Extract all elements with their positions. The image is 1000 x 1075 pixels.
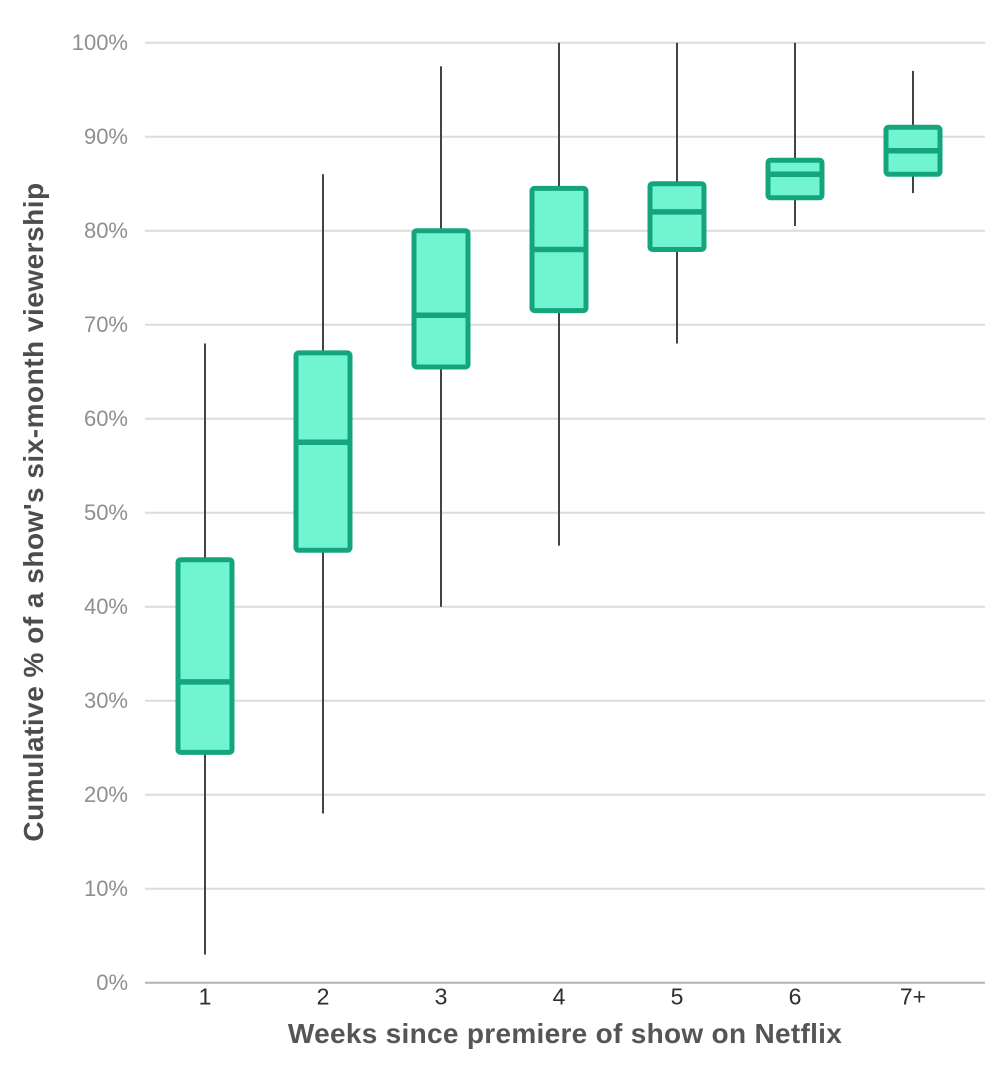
- y-tick-label: 80%: [84, 218, 128, 243]
- y-tick-label: 70%: [84, 312, 128, 337]
- y-tick-label: 20%: [84, 782, 128, 807]
- x-tick-label: 6: [789, 984, 802, 1010]
- x-tick-label: 7+: [900, 984, 926, 1010]
- x-tick-label: 3: [435, 984, 448, 1010]
- box: [411, 228, 471, 370]
- box: [175, 557, 235, 755]
- y-tick-label: 60%: [84, 406, 128, 431]
- box: [293, 350, 353, 553]
- box: [765, 157, 825, 201]
- x-tick-label: 5: [671, 984, 684, 1010]
- x-tick-label: 1: [199, 984, 212, 1010]
- x-tick-label: 2: [317, 984, 330, 1010]
- y-tick-label: 90%: [84, 124, 128, 149]
- y-tick-label: 0%: [96, 970, 128, 995]
- x-axis-title: Weeks since premiere of show on Netflix: [287, 1018, 843, 1049]
- y-tick-label: 30%: [84, 688, 128, 713]
- box: [647, 181, 707, 252]
- y-axis-title: Cumulative % of a show's six-month viewe…: [18, 182, 49, 842]
- y-tick-label: 100%: [72, 30, 128, 55]
- y-tick-label: 10%: [84, 876, 128, 901]
- y-tick-label: 40%: [84, 594, 128, 619]
- x-tick-label: 4: [553, 984, 566, 1010]
- y-tick-label: 50%: [84, 500, 128, 525]
